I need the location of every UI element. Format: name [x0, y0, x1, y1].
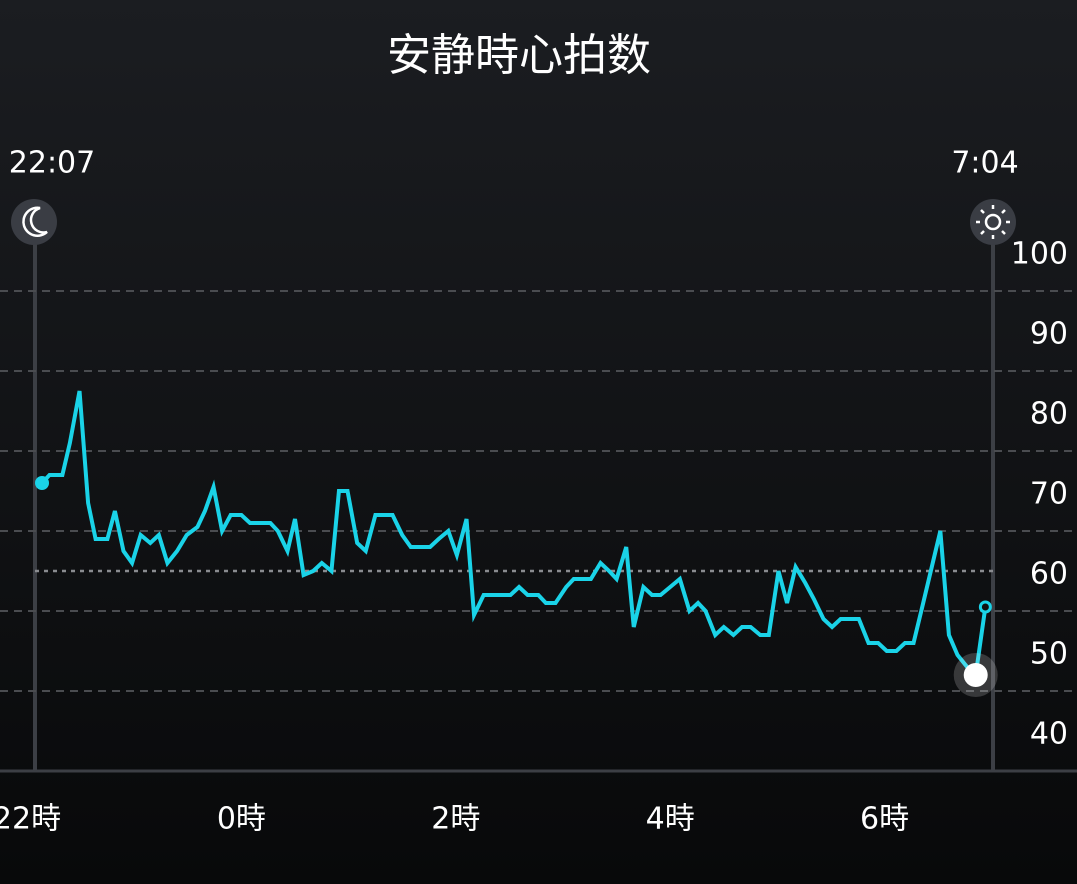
end-point — [978, 600, 992, 614]
y-tick-label: 50 — [1030, 637, 1068, 672]
heart-rate-line — [40, 390, 988, 680]
chart-title: 安静時心拍数 — [387, 30, 651, 81]
y-tick-label: 90 — [1030, 317, 1068, 352]
moon-icon — [22, 206, 48, 237]
y-tick-label: 60 — [1030, 557, 1068, 592]
sleep-start-label: 22:07 — [9, 146, 95, 181]
min-point — [963, 663, 988, 687]
sun-icon — [976, 205, 1010, 239]
x-tick-label: 4時 — [646, 802, 695, 837]
x-tick-label: 22時 — [0, 802, 61, 837]
y-tick-label: 100 — [1011, 237, 1068, 272]
wake-label: 7:04 — [951, 146, 1018, 181]
y-tick-label: 70 — [1030, 477, 1068, 512]
x-tick-label: 6時 — [860, 802, 909, 837]
y-tick-label: 80 — [1030, 397, 1068, 432]
moon-icon-bg — [11, 199, 57, 245]
y-tick-label: 40 — [1030, 717, 1068, 752]
x-tick-label: 2時 — [431, 802, 480, 837]
x-tick-label: 0時 — [217, 802, 266, 837]
start-point — [35, 476, 50, 490]
